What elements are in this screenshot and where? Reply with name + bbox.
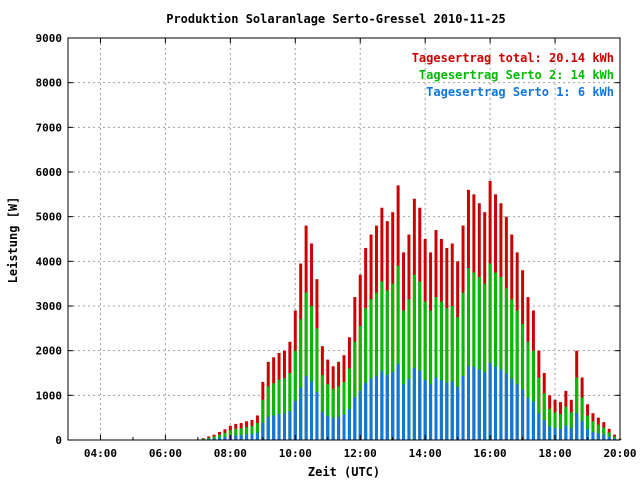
bar-serto-1 bbox=[310, 381, 313, 440]
bar-serto-1 bbox=[364, 383, 367, 440]
legend-entry: Tagesertrag Serto 1: 6 kWh bbox=[426, 85, 614, 99]
x-tick-label: 14:00 bbox=[409, 447, 442, 460]
bar-serto-1 bbox=[402, 384, 405, 440]
bar-serto-1 bbox=[467, 365, 470, 440]
y-tick-label: 9000 bbox=[36, 32, 63, 45]
x-tick-label: 06:00 bbox=[149, 447, 182, 460]
bar-serto-1 bbox=[548, 427, 551, 440]
y-tick-label: 7000 bbox=[36, 121, 63, 134]
bar-serto-1 bbox=[597, 433, 600, 440]
y-tick-label: 1000 bbox=[36, 389, 63, 402]
bar-serto-1 bbox=[294, 401, 297, 440]
bar-serto-1 bbox=[456, 387, 459, 440]
bar-serto-1 bbox=[240, 435, 243, 440]
y-axis-label: Leistung [W] bbox=[6, 197, 20, 284]
bar-serto-1 bbox=[386, 375, 389, 440]
bar-serto-1 bbox=[602, 435, 605, 440]
bar-serto-1 bbox=[272, 415, 275, 440]
bar-serto-1 bbox=[543, 420, 546, 440]
bar-serto-1 bbox=[521, 390, 524, 440]
bar-serto-1 bbox=[570, 428, 573, 440]
bar-serto-1 bbox=[326, 416, 329, 440]
bar-serto-1 bbox=[348, 409, 351, 440]
bar-serto-1 bbox=[267, 417, 270, 440]
bar-serto-1 bbox=[435, 377, 438, 440]
x-tick-label: 16:00 bbox=[474, 447, 507, 460]
bar-serto-1 bbox=[337, 417, 340, 440]
bar-serto-1 bbox=[380, 371, 383, 440]
bars-layer bbox=[202, 181, 622, 440]
y-tick-label: 4000 bbox=[36, 255, 63, 268]
y-tick-label: 5000 bbox=[36, 211, 63, 224]
bar-serto-1 bbox=[472, 367, 475, 440]
bar-serto-1 bbox=[315, 392, 318, 440]
bar-serto-1 bbox=[305, 376, 308, 440]
bar-serto-1 bbox=[245, 434, 248, 440]
y-tick-label: 0 bbox=[55, 434, 62, 447]
bar-serto-1 bbox=[591, 432, 594, 440]
bar-serto-1 bbox=[559, 429, 562, 440]
legend: Tagesertrag total: 20.14 kWh Tagesertrag … bbox=[412, 51, 614, 99]
bar-serto-1 bbox=[440, 380, 443, 440]
bar-serto-1 bbox=[359, 391, 362, 440]
x-tick-label: 20:00 bbox=[603, 447, 636, 460]
y-tick-label: 2000 bbox=[36, 345, 63, 358]
bar-serto-1 bbox=[418, 371, 421, 440]
bar-serto-1 bbox=[581, 421, 584, 440]
bar-serto-1 bbox=[510, 379, 513, 440]
x-tick-label: 10:00 bbox=[279, 447, 312, 460]
bar-serto-1 bbox=[483, 372, 486, 440]
bar-serto-1 bbox=[445, 383, 448, 440]
bar-serto-1 bbox=[527, 398, 530, 440]
bar-serto-1 bbox=[234, 435, 237, 440]
bar-serto-1 bbox=[256, 433, 259, 440]
legend-entry: Tagesertrag Serto 2: 14 kWh bbox=[419, 68, 614, 82]
bar-serto-1 bbox=[564, 425, 567, 440]
bar-serto-1 bbox=[575, 413, 578, 440]
bar-serto-1 bbox=[532, 402, 535, 440]
bar-serto-1 bbox=[353, 397, 356, 440]
bar-serto-1 bbox=[407, 379, 410, 440]
bar-serto-1 bbox=[429, 384, 432, 440]
bar-serto-1 bbox=[608, 437, 611, 440]
bar-serto-1 bbox=[499, 369, 502, 440]
legend-entry: Tagesertrag total: 20.14 kWh bbox=[412, 51, 614, 65]
bar-serto-1 bbox=[370, 379, 373, 440]
x-tick-label: 18:00 bbox=[538, 447, 571, 460]
bar-serto-1 bbox=[397, 364, 400, 440]
y-tick-label: 8000 bbox=[36, 77, 63, 90]
x-tick-label: 04:00 bbox=[84, 447, 117, 460]
bar-serto-1 bbox=[343, 415, 346, 440]
bar-serto-1 bbox=[489, 363, 492, 440]
bar-serto-1 bbox=[321, 412, 324, 440]
bar-serto-1 bbox=[391, 372, 394, 440]
bar-serto-1 bbox=[462, 376, 465, 440]
bar-serto-1 bbox=[451, 381, 454, 440]
bar-serto-1 bbox=[251, 434, 254, 440]
bar-serto-1 bbox=[424, 380, 427, 440]
bar-serto-1 bbox=[288, 411, 291, 440]
y-tick-label: 6000 bbox=[36, 166, 63, 179]
bar-serto-1 bbox=[516, 384, 519, 440]
y-tick-label: 3000 bbox=[36, 300, 63, 313]
bar-serto-1 bbox=[375, 376, 378, 440]
bar-serto-1 bbox=[299, 387, 302, 440]
bar-serto-1 bbox=[283, 413, 286, 440]
bar-serto-1 bbox=[505, 373, 508, 440]
x-tick-label: 08:00 bbox=[214, 447, 247, 460]
bar-serto-1 bbox=[278, 414, 281, 440]
bar-serto-1 bbox=[494, 367, 497, 440]
x-axis-label: Zeit (UTC) bbox=[308, 465, 380, 479]
bar-serto-1 bbox=[332, 418, 335, 440]
bar-serto-1 bbox=[413, 368, 416, 440]
bar-serto-1 bbox=[537, 413, 540, 440]
bar-serto-1 bbox=[478, 369, 481, 440]
x-tick-label: 12:00 bbox=[344, 447, 377, 460]
chart-title: Produktion Solaranlage Serto-Gressel 201… bbox=[166, 12, 506, 26]
